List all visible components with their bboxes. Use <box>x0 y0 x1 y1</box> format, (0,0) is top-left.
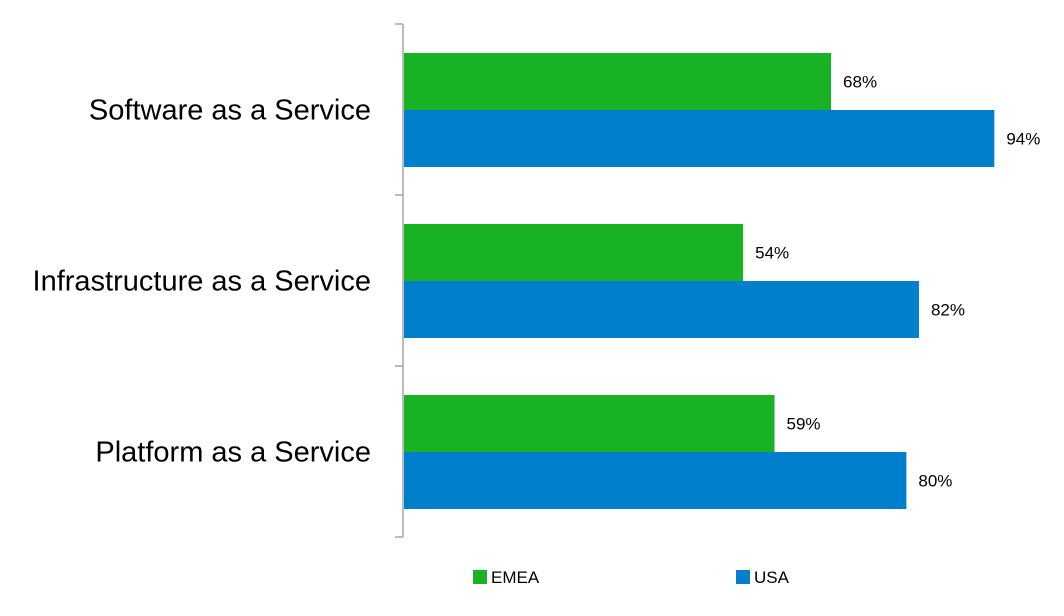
bar-usa <box>404 281 919 338</box>
bar-emea <box>404 395 775 452</box>
category-label: Platform as a Service <box>95 437 371 469</box>
data-label: 59% <box>787 415 821 434</box>
legend-swatch-usa <box>736 570 750 584</box>
legend-label: EMEA <box>491 568 540 587</box>
legend: EMEA USA <box>473 568 790 587</box>
data-label: 82% <box>931 301 965 320</box>
bar-emea <box>404 53 832 110</box>
axis-layer <box>395 23 404 538</box>
bar-usa <box>404 452 907 509</box>
bars-layer <box>404 53 995 509</box>
category-label: Software as a Service <box>89 95 371 127</box>
legend-swatch-emea <box>473 570 487 584</box>
data-label: 54% <box>755 244 789 263</box>
bar-emea <box>404 224 744 281</box>
data-label: 68% <box>843 73 877 92</box>
legend-label: USA <box>754 568 790 587</box>
labels-layer: Software as a Service Infrastructure as a… <box>33 73 1041 491</box>
data-label: 94% <box>1006 130 1040 149</box>
data-label: 80% <box>918 472 952 491</box>
bar-usa <box>404 110 995 167</box>
category-label: Infrastructure as a Service <box>33 266 371 298</box>
